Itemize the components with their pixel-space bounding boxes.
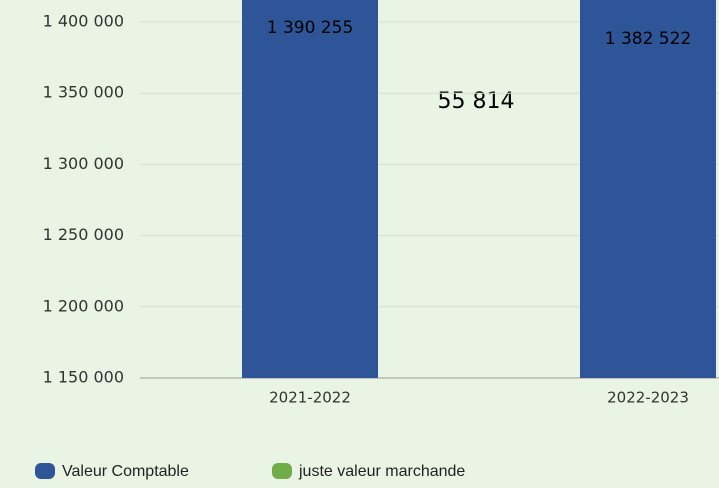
total-label: 1 382 522 — [605, 29, 692, 49]
legend-swatch — [35, 463, 55, 479]
bar-segment — [580, 0, 716, 378]
bar-segment — [242, 0, 378, 378]
y-tick-label: 1 250 000 — [43, 225, 124, 244]
y-tick-label: 1 150 000 — [43, 368, 124, 387]
y-tick-label: 1 300 000 — [43, 154, 124, 173]
total-label: 1 390 255 — [267, 18, 354, 38]
legend-swatch — [272, 463, 292, 479]
y-tick-label: 1 350 000 — [43, 83, 124, 102]
x-tick-label: 2021-2022 — [269, 389, 351, 407]
y-tick-label: 1 400 000 — [43, 12, 124, 31]
x-tick-label: 2022-2023 — [607, 389, 689, 407]
legend-label: Valeur Comptable — [62, 463, 189, 480]
y-tick-label: 1 200 000 — [43, 296, 124, 315]
legend-label: juste valeur marchande — [298, 463, 465, 480]
